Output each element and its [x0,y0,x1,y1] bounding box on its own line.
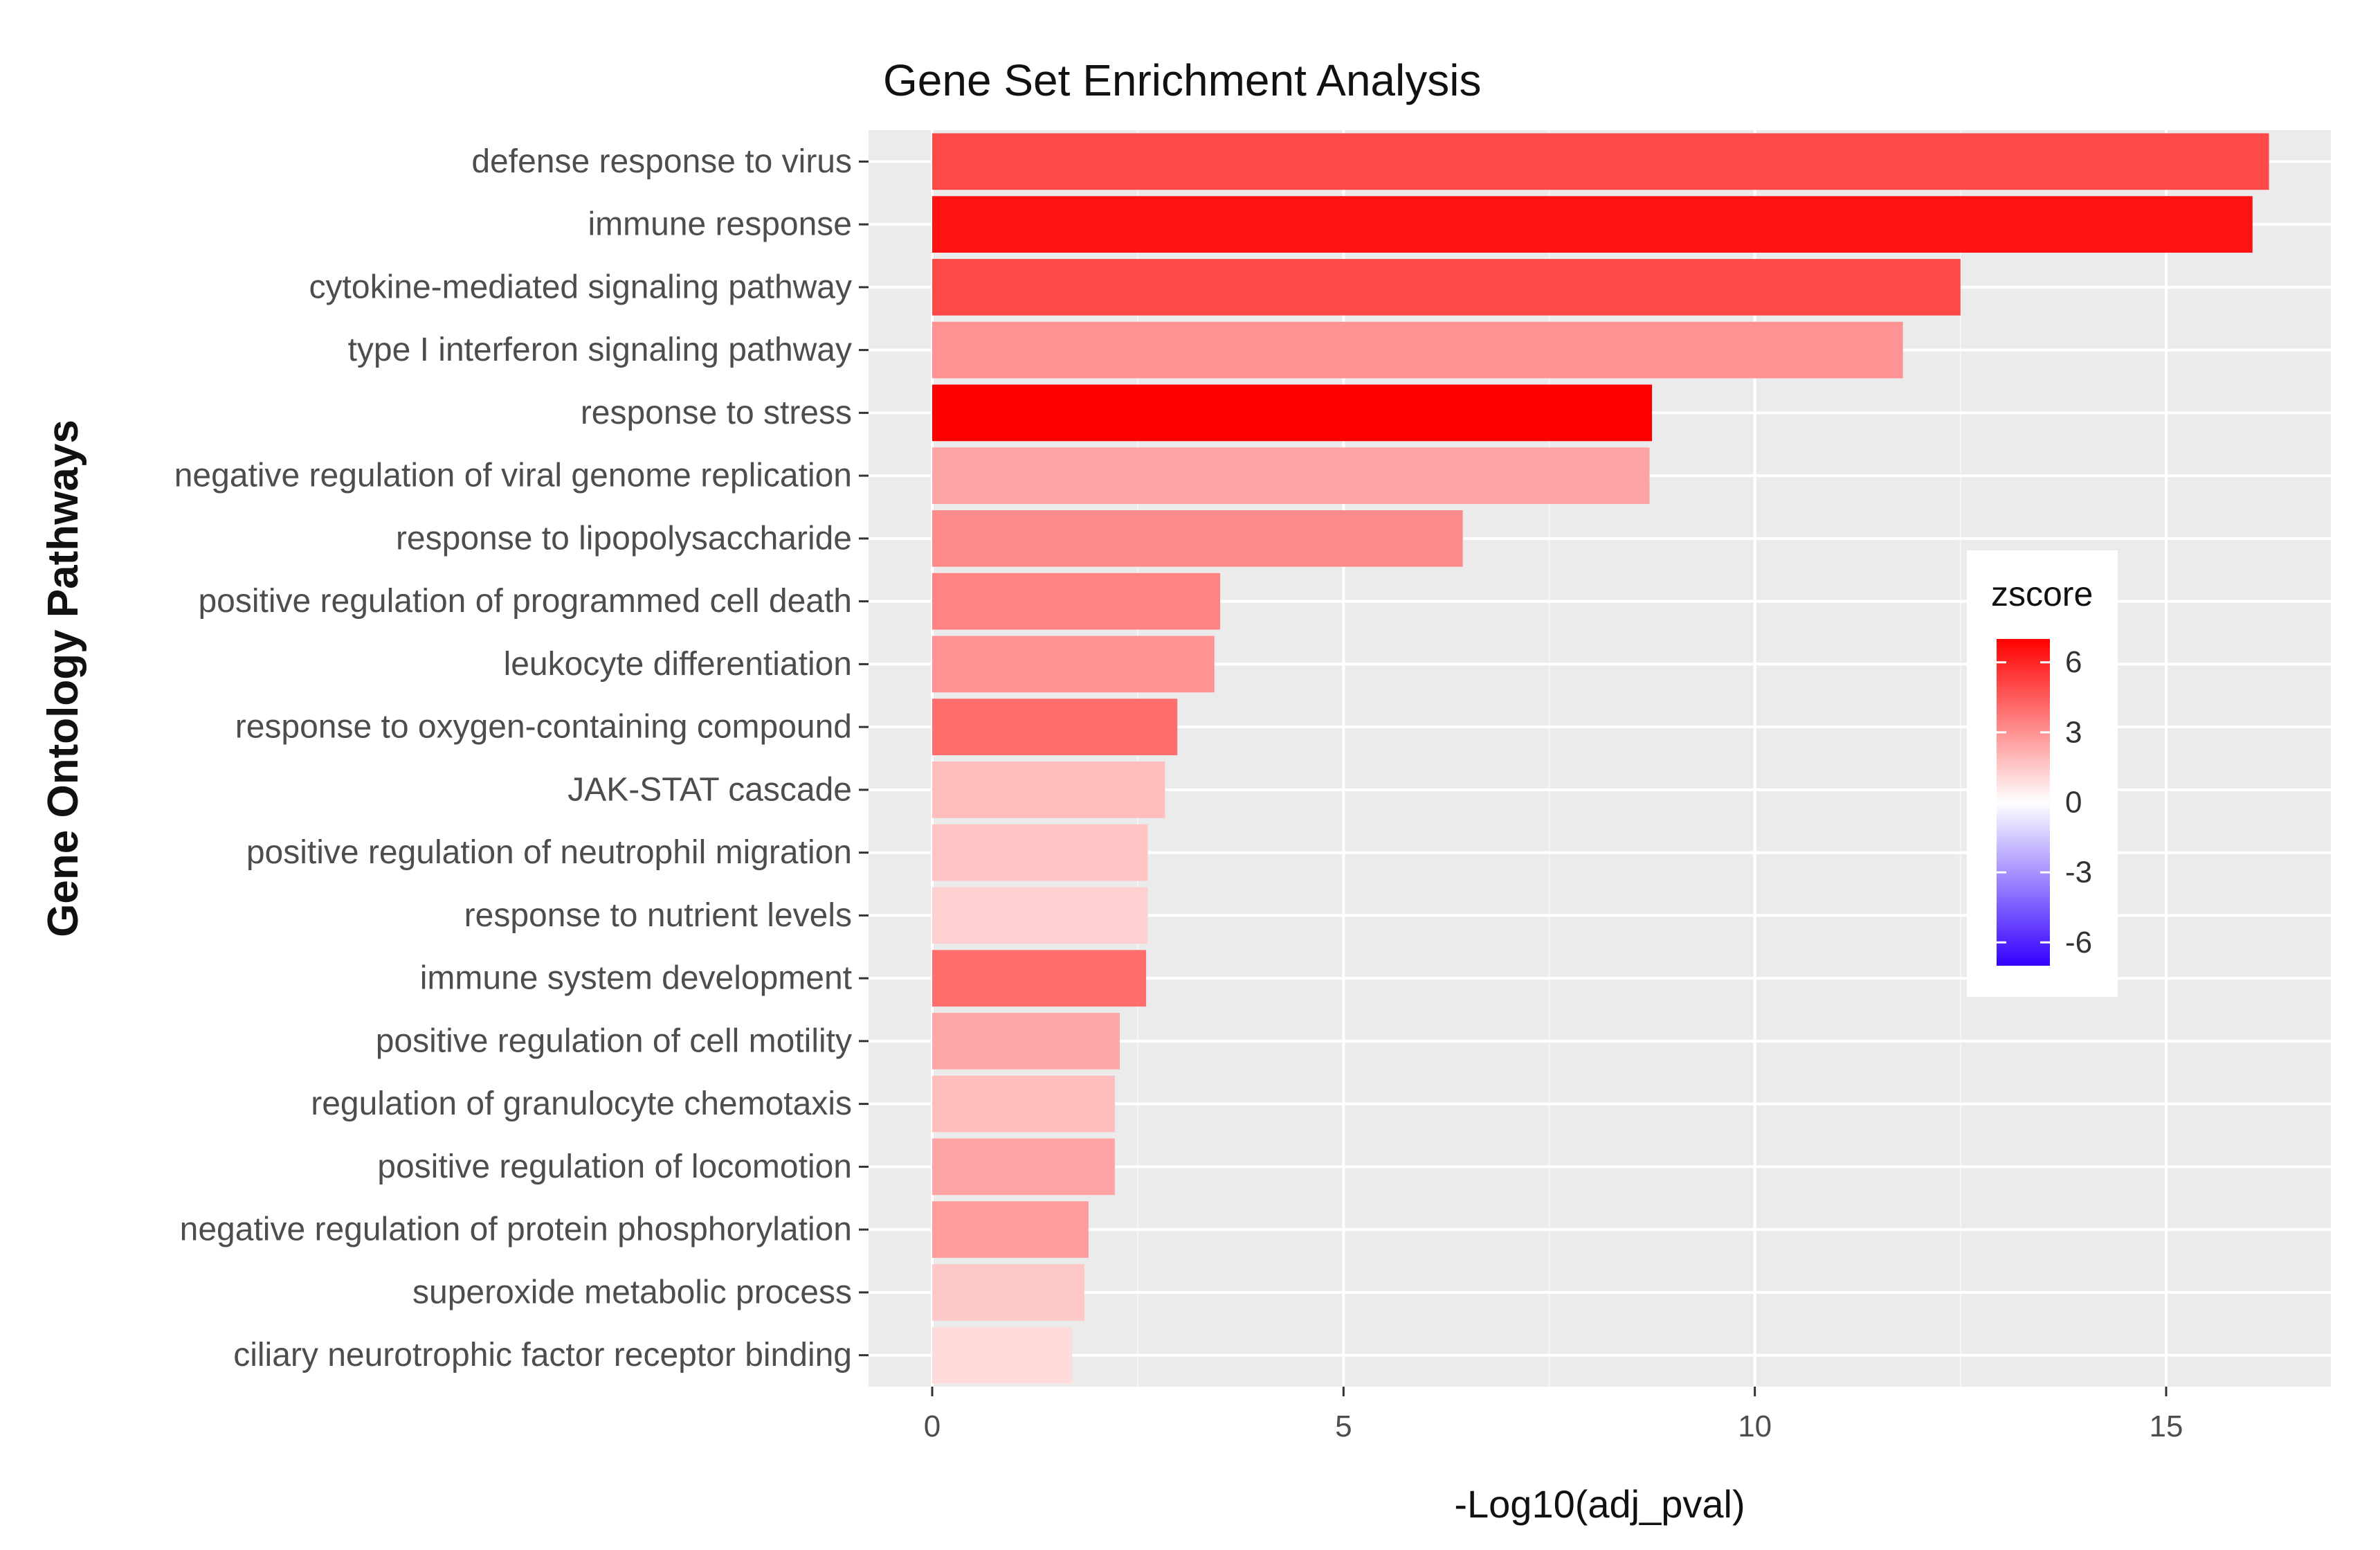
bar [932,384,1653,442]
category-label: response to nutrient levels [464,897,852,934]
bar [932,133,2269,190]
category-label: superoxide metabolic process [412,1274,852,1310]
category-label: JAK-STAT cascade [567,771,852,808]
category-label: negative regulation of protein phosphory… [180,1211,852,1248]
bar [932,699,1178,755]
bar [932,1201,1089,1258]
chart-title: Gene Set Enrichment Analysis [883,55,1481,105]
category-label: response to lipopolysaccharide [396,520,852,557]
category-label: immune system development [420,960,852,997]
bar [932,636,1215,693]
x-axis: 0 5 10 15 [924,1387,2183,1443]
bar-layer [932,133,2269,1384]
category-label: cytokine-mediated signaling pathway [309,269,852,305]
x-tick-label: 10 [1738,1409,1772,1443]
bar [932,321,1903,379]
x-tick-label: 15 [2150,1409,2183,1443]
category-label: response to oxygen-containing compound [235,709,852,746]
category-label: leukocyte differentiation [504,646,852,683]
category-label: positive regulation of programmed cell d… [198,583,852,620]
legend-tick-label: 3 [2065,715,2082,749]
bar [932,196,2253,253]
category-label: ciliary neurotrophic factor receptor bin… [233,1337,852,1373]
category-label: response to stress [581,395,852,431]
color-legend: zscore 6 3 0 -3 -6 [1967,550,2118,997]
legend-tick-label: 0 [2065,786,2082,820]
x-tick-label: 5 [1335,1409,1352,1443]
category-axis: defense response to virus immune response… [174,143,869,1373]
y-axis-title: Gene Ontology Pathways [39,420,87,937]
bar [932,1075,1115,1133]
bar [932,1326,1073,1384]
bar [932,573,1221,630]
category-label: positive regulation of cell motility [376,1022,852,1059]
bar [932,1013,1120,1070]
legend-ticks: 6 3 0 -3 -6 [1997,645,2092,959]
category-label: positive regulation of locomotion [377,1148,852,1185]
category-label: immune response [588,206,852,243]
bar [932,762,1165,818]
bar [932,1138,1115,1196]
x-tick-label: 0 [924,1409,941,1443]
bar [932,950,1147,1007]
legend-tick-label: -6 [2065,926,2092,959]
legend-title: zscore [1991,575,2093,613]
category-label: negative regulation of viral genome repl… [174,458,852,494]
x-axis-title: -Log10(adj_pval) [1454,1482,1745,1526]
category-label: defense response to virus [471,143,852,180]
bar [932,447,1650,504]
category-label: type I interferon signaling pathway [348,332,852,368]
bar [932,1264,1084,1321]
legend-tick-label: -3 [2065,856,2092,890]
bar [932,824,1148,881]
bar [932,887,1148,944]
bar [932,259,1961,316]
legend-tick-label: 6 [2065,645,2082,679]
category-label: regulation of granulocyte chemotaxis [311,1085,852,1122]
category-label: positive regulation of neutrophil migrat… [246,834,852,871]
bar [932,510,1463,567]
